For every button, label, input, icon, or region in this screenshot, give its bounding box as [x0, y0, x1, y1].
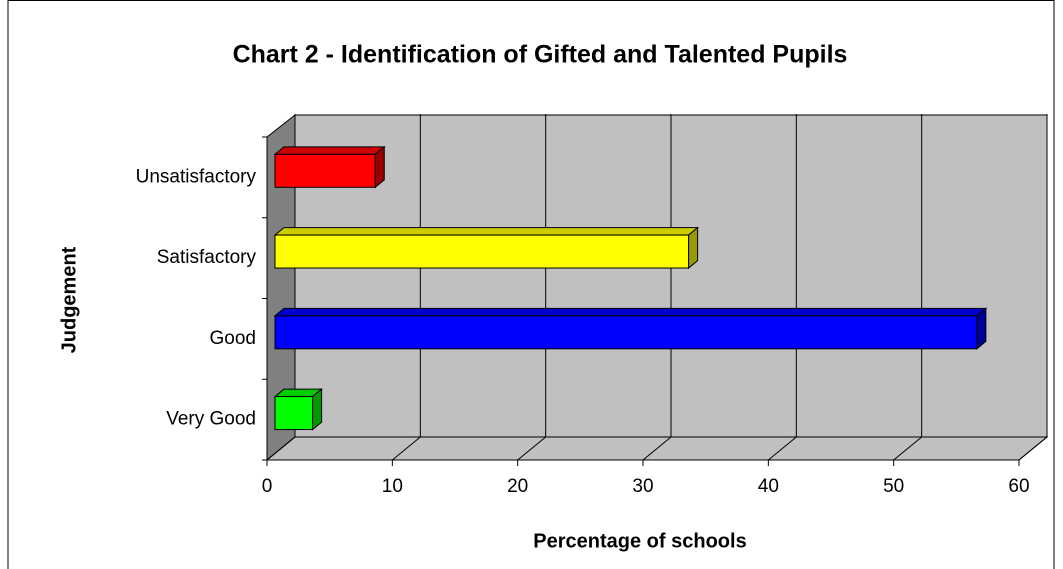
bar-top-shade	[275, 146, 385, 155]
x-tick-label: 10	[382, 476, 403, 497]
bar-top-shade	[275, 389, 322, 397]
x-tick-label: 30	[632, 476, 653, 497]
floor-grid-line	[642, 436, 672, 461]
floor-grid-line	[768, 436, 797, 461]
floor-grid-line	[893, 436, 922, 461]
y-tick-label: Very Good	[166, 409, 256, 430]
x-tick-label: 0	[262, 476, 273, 497]
x-tick-label: 40	[758, 476, 779, 497]
bar-end	[312, 388, 323, 431]
bar	[274, 234, 690, 269]
bar-top-shade	[275, 308, 986, 316]
bar-end-shade	[375, 146, 385, 188]
x-tick-label: 20	[507, 476, 528, 497]
bar-end	[976, 307, 987, 350]
x-tick-label: 50	[883, 476, 904, 497]
bar-top-shade	[275, 227, 698, 236]
x-axis-label: Percentage of schools	[533, 530, 746, 552]
floor-grid-line	[392, 436, 421, 461]
chart-title: Chart 2 - Identification of Gifted and T…	[233, 41, 848, 69]
floor-grid-line	[1018, 436, 1048, 461]
floor-grid-line	[266, 436, 296, 461]
bar-end-shade	[976, 308, 986, 349]
bar	[274, 315, 978, 350]
floor-grid-line	[517, 436, 546, 461]
y-tick-label: Unsatisfactory	[136, 166, 257, 187]
bar-end-shade	[312, 389, 322, 430]
y-tick-label: Satisfactory	[157, 247, 257, 268]
bar-end	[688, 226, 699, 270]
y-tick-label: Good	[210, 328, 256, 349]
bar	[274, 396, 314, 431]
bar-end-shade	[688, 227, 698, 269]
x-tick-label: 60	[1008, 476, 1029, 497]
bar	[274, 153, 376, 188]
bar-end	[374, 145, 385, 189]
y-axis-label: Judgement	[58, 246, 80, 353]
